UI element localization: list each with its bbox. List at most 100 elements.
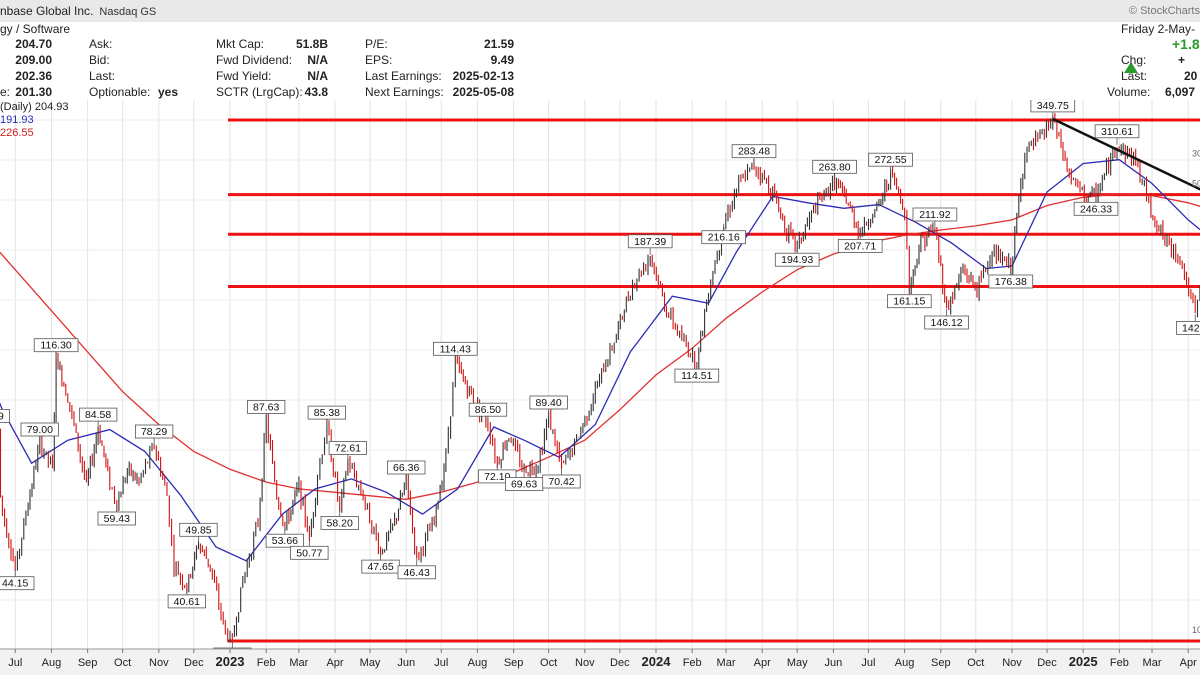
- x-tick-label: Nov: [1002, 657, 1022, 669]
- x-tick-label: Dec: [610, 657, 630, 669]
- x-tick-label: Nov: [149, 657, 169, 669]
- price-annotation: 44.15: [0, 569, 35, 591]
- annotation-box: [812, 159, 857, 174]
- price-chart: 84.09 44.15 79.00 116.30 84.58 59.43 78.29 40.6…: [0, 100, 1200, 675]
- prev-close-label: e:: [0, 85, 11, 99]
- price-annotation: 310.61: [1094, 124, 1140, 145]
- x-tick-label: Jul: [434, 657, 448, 669]
- x-tick-label: Jul: [861, 657, 875, 669]
- sctr-label: SCTR (LrgCap):: [216, 85, 303, 99]
- y-tick-label: 10: [1192, 625, 1200, 635]
- bid-label: Bid:: [89, 53, 110, 67]
- annotation-label: 59.43: [104, 513, 130, 525]
- annotation-label: 176.38: [995, 276, 1027, 288]
- x-tick-label: Sep: [931, 657, 951, 669]
- fwd-yield-value: N/A: [307, 69, 328, 83]
- x-tick-label: Aug: [468, 657, 488, 669]
- annotation-label: 72.61: [335, 442, 361, 454]
- x-tick-label: Oct: [967, 657, 984, 669]
- price-annotation: 59.43: [97, 504, 136, 526]
- quote-date: Friday 2-May-: [1121, 22, 1196, 36]
- annotation-label: 194.93: [781, 254, 813, 266]
- annotation-box: [179, 522, 218, 537]
- annotation-label: 116.30: [40, 340, 71, 352]
- annotation-box: [432, 341, 478, 356]
- x-tick-label: Feb: [257, 657, 276, 669]
- x-axis: Jul Aug Sep Oct Nov Dec 2023 Feb Mar Apr May Jun Jul…: [0, 148, 1200, 675]
- price-annotation: 116.30: [33, 338, 79, 359]
- annotation-label: 146.12: [931, 317, 963, 329]
- optionable-value: yes: [158, 85, 179, 99]
- annotation-box: [1176, 320, 1200, 335]
- fwd-dividend-label: Fwd Dividend:: [216, 53, 293, 67]
- fwd-yield-label: Fwd Yield:: [216, 69, 272, 83]
- price-annotation: 194.93: [774, 246, 820, 267]
- annotation-label: 44.15: [2, 578, 28, 590]
- annotation-label: 72.10: [484, 471, 510, 483]
- price-annotation: 84.58: [79, 407, 118, 429]
- x-tick-label: 2025: [1069, 654, 1098, 669]
- open-value: 204.70: [15, 37, 52, 51]
- annotation-label: 187.39: [634, 236, 666, 248]
- pe-value: 21.59: [483, 37, 514, 51]
- x-tick-label: Dec: [184, 657, 204, 669]
- ma200-line: [0, 193, 1200, 500]
- annotation-label: 142.5: [1182, 322, 1200, 334]
- legend-ma50: 191.93: [0, 114, 34, 126]
- annotation-box: [307, 405, 347, 420]
- annotation-box: [627, 234, 673, 249]
- price-annotation: 142.5: [1176, 314, 1200, 335]
- x-tick-label: Nov: [575, 657, 595, 669]
- x-tick-label: Aug: [42, 657, 62, 669]
- chg-value: +: [1178, 53, 1186, 67]
- annotation-box: [290, 545, 329, 560]
- annotation-box: [0, 576, 35, 591]
- annotation-box: [320, 516, 359, 530]
- annotation-label: 216.16: [708, 232, 740, 244]
- volume-value: 6,097: [1165, 85, 1196, 99]
- price-annotation: 349.75: [1030, 100, 1076, 119]
- annotation-box: [397, 565, 436, 580]
- price-annotation: 283.48: [731, 144, 777, 165]
- x-tick-label: Mar: [1143, 657, 1162, 669]
- pe-label: P/E:: [365, 37, 388, 51]
- annotation-label: 84.58: [85, 409, 111, 421]
- trend-line: [1052, 117, 1200, 191]
- annotation-label: 69.63: [511, 479, 537, 491]
- x-tick-label: Sep: [78, 657, 98, 669]
- low-value: 202.36: [15, 69, 52, 83]
- annotation-label: 40.61: [174, 596, 200, 608]
- price-annotation: 58.20: [320, 509, 359, 530]
- price-annotation: 78.29: [134, 424, 174, 445]
- high-value: 209.00: [15, 53, 52, 67]
- legend-ma200: 226.55: [0, 127, 34, 139]
- annotation-label: 79.00: [27, 424, 53, 436]
- x-tick-label: Aug: [895, 657, 915, 669]
- price-annotation: 47.65: [361, 553, 400, 574]
- change-value: +1.8: [1172, 36, 1200, 52]
- annotation-label: 84.09: [0, 410, 4, 422]
- annotation-label: 58.20: [327, 518, 353, 530]
- annotation-box: [1094, 124, 1140, 139]
- eps-label: EPS:: [365, 53, 393, 67]
- last-earnings-value: 2025-02-13: [452, 69, 514, 83]
- price-annotation: 79.00: [20, 422, 59, 443]
- annotation-box: [387, 460, 426, 475]
- price-annotation: 263.80: [812, 159, 857, 181]
- fwd-dividend-value: N/A: [307, 53, 328, 67]
- annotation-box: [79, 407, 118, 422]
- annotation-label: 310.61: [1101, 126, 1133, 138]
- ma200-polyline: [0, 193, 1200, 500]
- y-tick-label: 30: [1192, 148, 1200, 158]
- annotation-box: [529, 395, 568, 410]
- annotation-box: [33, 338, 79, 353]
- price-annotation: 207.71: [837, 232, 883, 253]
- price-annotation: 187.39: [627, 234, 673, 255]
- annotation-box: [837, 238, 883, 253]
- exchange-label: Nasdaq GS: [99, 6, 157, 18]
- annotation-box: [328, 440, 368, 455]
- prev-close-value: 201.30: [15, 85, 52, 99]
- price-annotation: 246.33: [1073, 195, 1119, 216]
- annotation-label: 211.92: [919, 209, 950, 221]
- annotation-label: 114.43: [440, 343, 471, 355]
